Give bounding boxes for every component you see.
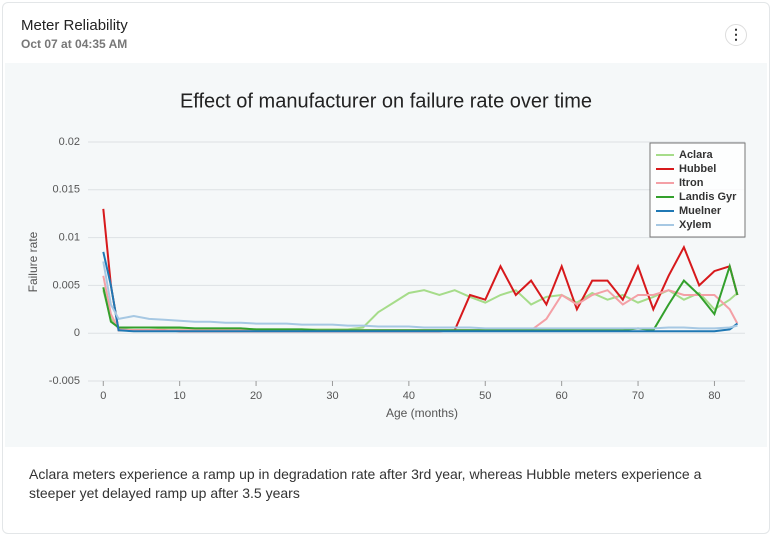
x-tick-label: 40 — [403, 390, 415, 402]
line-series — [102, 208, 739, 333]
legend: Aclara Hubbel Itron Landis Gyr Muelner Xylem — [649, 142, 746, 238]
legend-label: Hubbel — [679, 163, 716, 175]
y-tick-label: -0.005 — [49, 375, 80, 387]
y-tick-label: 0.005 — [52, 279, 80, 291]
x-tick-label: 10 — [174, 390, 186, 402]
chart-area — [5, 63, 767, 447]
chart-title: Effect of manufacturer on failure rate o… — [180, 90, 592, 112]
x-tick-label: 20 — [250, 390, 262, 402]
x-tick-label: 30 — [326, 390, 338, 402]
legend-box — [649, 142, 746, 238]
menu-button[interactable]: ⋮ — [725, 24, 747, 46]
legend-label: Aclara — [679, 149, 714, 161]
legend-label: Itron — [679, 177, 704, 189]
x-axis-label: Age (months) — [386, 406, 458, 420]
y-tick-label: 0.01 — [59, 232, 80, 244]
card-subtitle: Oct 07 at 04:35 AM — [21, 37, 128, 51]
y-tick-label: 0.02 — [59, 136, 80, 148]
y-axis-label: Failure rate — [26, 231, 40, 292]
line-series — [102, 289, 739, 331]
x-tick-label: 0 — [100, 390, 106, 402]
x-tick-label: 80 — [708, 390, 720, 402]
legend-label: Xylem — [679, 219, 712, 231]
legend-label: Landis Gyr — [679, 191, 737, 203]
x-tick-label: 50 — [479, 390, 491, 402]
legend-label: Muelner — [679, 205, 722, 217]
y-tick-label: 0.015 — [52, 184, 80, 196]
description: Aclara meters experience a ramp up in de… — [29, 466, 702, 501]
y-tick-label: 0 — [74, 327, 80, 339]
x-tick-label: 70 — [632, 390, 644, 402]
card-title: Meter Reliability — [21, 17, 128, 34]
line-series — [102, 261, 738, 330]
x-tick-label: 60 — [556, 390, 568, 402]
line-series — [102, 251, 739, 333]
